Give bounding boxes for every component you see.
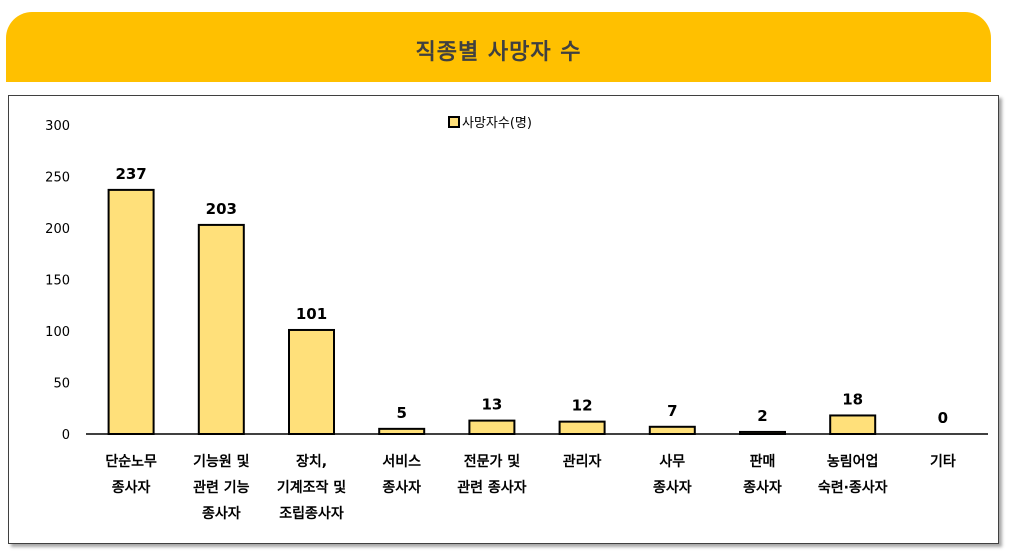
data-label: 101 (296, 305, 327, 323)
bar (378, 427, 426, 436)
legend-swatch (448, 116, 460, 128)
data-label: 18 (842, 390, 863, 408)
category-label: 판매 (750, 454, 776, 470)
category-label: 사무 (659, 454, 685, 470)
data-label: 2 (757, 407, 767, 425)
data-label: 13 (481, 396, 502, 414)
category-label: 기계조작 및 (277, 479, 346, 496)
data-label: 0 (938, 409, 948, 427)
category-label: 관련 종사자 (457, 479, 526, 496)
y-tick-label: 150 (45, 274, 70, 289)
y-tick-label: 200 (45, 222, 70, 237)
bar (829, 414, 877, 435)
bar (288, 328, 335, 435)
category-label: 숙련·종사자 (818, 479, 888, 496)
y-tick-label: 100 (45, 325, 70, 340)
chart-title: 직종별 사망자 수 (415, 40, 582, 65)
category-label: 단순노무 (105, 453, 157, 470)
data-label: 5 (396, 404, 406, 422)
legend: 사망자수(명) (448, 116, 532, 131)
category-label: 종사자 (653, 480, 692, 496)
data-label: 203 (206, 200, 237, 218)
legend-label: 사망자수(명) (462, 116, 532, 131)
bar (558, 420, 606, 436)
category-label: 관리자 (563, 453, 602, 470)
data-label: 12 (572, 397, 593, 415)
category-label: 관련 기능 (193, 479, 250, 496)
category-label: 서비스 (382, 454, 421, 470)
category-label: 조립종사자 (279, 506, 344, 522)
data-label: 237 (115, 165, 146, 183)
title-banner: 직종별 사망자 수 (6, 12, 991, 82)
category-label: 기능원 및 (193, 453, 250, 470)
bar (107, 188, 155, 435)
y-tick-label: 300 (45, 119, 70, 134)
category-label: 종사자 (112, 480, 151, 496)
y-tick-label: 250 (45, 171, 70, 186)
bar (468, 419, 516, 435)
bar (197, 223, 245, 435)
category-label: 농림어업 (827, 453, 879, 470)
category-label: 기타 (930, 454, 956, 470)
chart-panel (8, 95, 999, 544)
category-label: 전문가 및 (464, 453, 521, 470)
category-label: 종사자 (202, 506, 241, 522)
bar (648, 425, 696, 436)
category-label: 종사자 (382, 480, 421, 496)
y-tick-label: 50 (53, 377, 70, 392)
category-label: 종사자 (743, 480, 782, 496)
category-label: 장치, (296, 453, 327, 470)
y-tick-label: 0 (62, 428, 70, 443)
data-label: 7 (667, 402, 677, 420)
